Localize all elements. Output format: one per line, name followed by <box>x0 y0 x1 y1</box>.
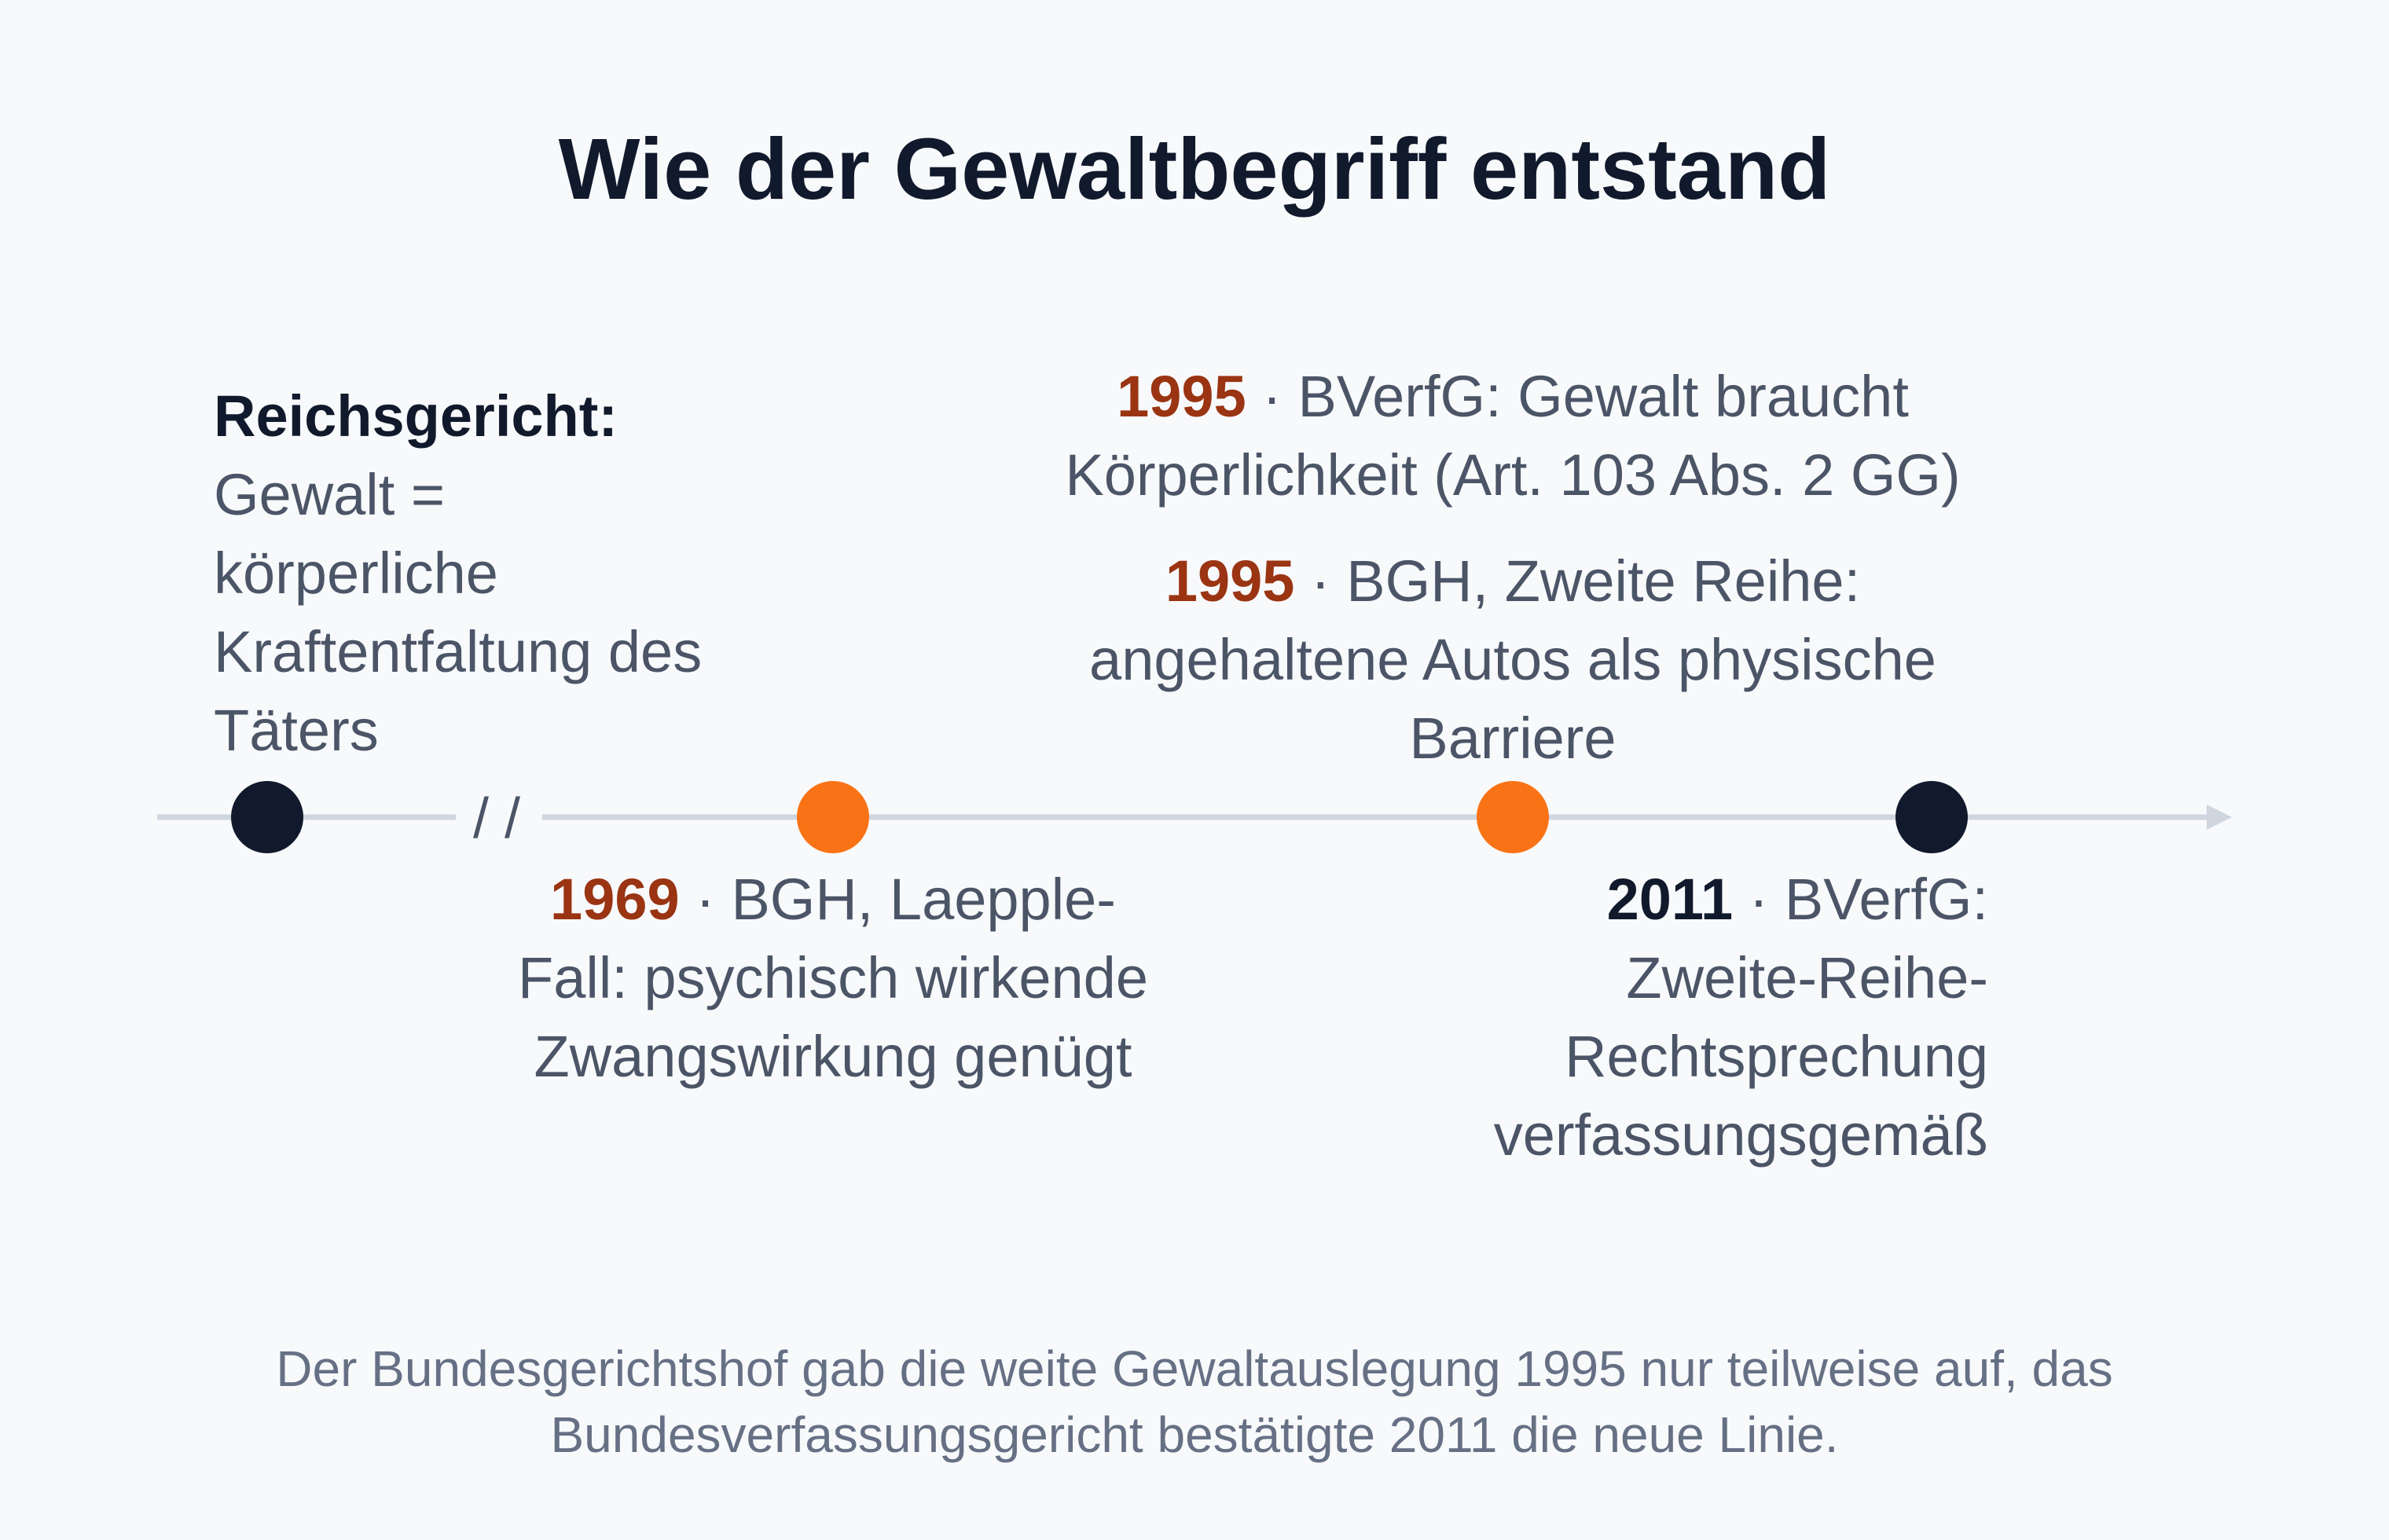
caption: Der Bundesgerichtshof gab die weite Gewa… <box>276 1340 2113 1463</box>
event-text: Gewalt = körperliche Kraftentfaltung des… <box>214 462 703 763</box>
marker-1969 <box>797 781 869 853</box>
axis-break-mark: / / <box>473 787 520 850</box>
event-year: 1969 <box>550 867 680 932</box>
event-text: BVerfG: Zweite-Reihe-Rechtsprechung verf… <box>1493 867 1988 1168</box>
event-heading: Reichsgericht: <box>214 383 618 449</box>
page-title: Wie der Gewaltbegriff entstand <box>558 121 1831 218</box>
event-2011: 2011 · BVerfG: Zweite-Reihe-Rechtsprechu… <box>1415 860 1988 1175</box>
axis-break-gap <box>456 786 542 849</box>
event-1995-bgh: 1995 · BGH, Zweite Reihe: angehaltene Au… <box>1022 542 2004 778</box>
event-separator: · <box>695 867 715 932</box>
event-reichsgericht: Reichsgericht: Gewalt = körperliche Kraf… <box>214 377 717 770</box>
marker-1995 <box>1477 781 1549 853</box>
event-year: 2011 <box>1606 867 1734 932</box>
event-text: BVerfG: Gewalt braucht Körperlichkeit (A… <box>1065 364 1961 508</box>
event-year: 1995 <box>1165 548 1295 614</box>
arrow-head-icon <box>2207 805 2232 830</box>
marker-2011 <box>1895 781 1968 853</box>
event-separator: · <box>1262 364 1282 429</box>
event-year: 1995 <box>1117 364 1246 429</box>
event-text: BGH, Laepple-Fall: psychisch wirkende Zw… <box>518 867 1148 1089</box>
event-separator: · <box>1311 548 1330 614</box>
marker-reichsgericht <box>231 781 303 853</box>
event-text: BGH, Zweite Reihe: angehaltene Autos als… <box>1089 548 1936 771</box>
event-separator: · <box>1749 867 1769 932</box>
event-1995-bverfg: 1995 · BVerfG: Gewalt braucht Körperlich… <box>994 358 2031 515</box>
event-1969: 1969 · BGH, Laepple-Fall: psychisch wirk… <box>511 860 1155 1096</box>
